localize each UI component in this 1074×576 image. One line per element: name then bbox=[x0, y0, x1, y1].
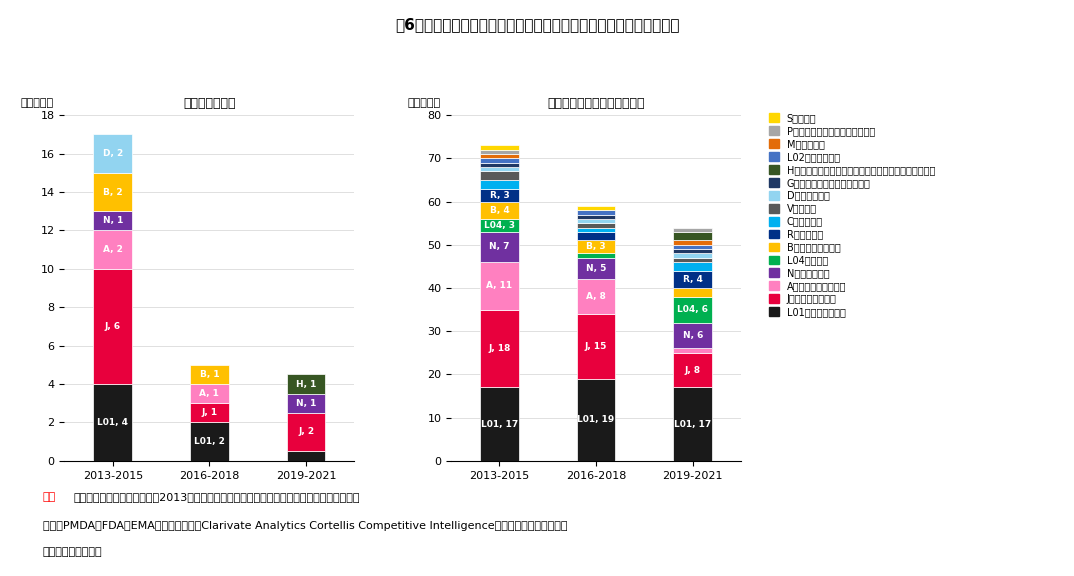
Bar bbox=[577, 206, 615, 210]
Bar bbox=[480, 146, 519, 150]
Text: 日米欧２極以上で承認され、2013年以降にいずれかの審査機関で初めて承認を受けた品目。: 日米欧２極以上で承認され、2013年以降にいずれかの審査機関で初めて承認を受けた… bbox=[73, 492, 360, 502]
Text: 出所：PMDA、FDA、EMAの各公開情報、Clarivate Analytics Cortellis Competitive Intelligenceをもとに: 出所：PMDA、FDA、EMAの各公開情報、Clarivate Analytic… bbox=[43, 521, 567, 531]
Bar bbox=[577, 215, 615, 219]
Text: N, 6: N, 6 bbox=[683, 331, 702, 340]
Bar bbox=[93, 134, 132, 173]
Text: J, 2: J, 2 bbox=[297, 427, 315, 437]
Text: N, 7: N, 7 bbox=[489, 242, 510, 252]
Bar bbox=[93, 384, 132, 461]
Bar bbox=[673, 245, 712, 249]
Bar bbox=[480, 172, 519, 180]
Bar bbox=[287, 374, 325, 393]
Bar bbox=[480, 150, 519, 154]
Text: J, 15: J, 15 bbox=[585, 342, 607, 351]
Bar bbox=[673, 241, 712, 245]
Bar bbox=[577, 379, 615, 461]
Text: B, 1: B, 1 bbox=[200, 370, 219, 379]
Bar bbox=[673, 353, 712, 388]
Text: J, 6: J, 6 bbox=[104, 322, 121, 331]
Bar bbox=[673, 348, 712, 353]
Bar bbox=[480, 232, 519, 262]
Bar bbox=[190, 365, 229, 384]
Title: 日本（低分子）: 日本（低分子） bbox=[184, 97, 235, 110]
Legend: S　感覚器, P　抗寄生虫薬、殺虫剤と防虫剤, M　筋骨格系, L02　内分泌療法, H　全身ホルモン製剤、性ホルモンとインスリンを除く, G　泌尿生殖器系と性: S 感覚器, P 抗寄生虫薬、殺虫剤と防虫剤, M 筋骨格系, L02 内分泌療… bbox=[769, 113, 935, 317]
Bar bbox=[93, 269, 132, 384]
Bar bbox=[190, 384, 229, 403]
Bar bbox=[480, 167, 519, 172]
Bar bbox=[190, 422, 229, 461]
Text: A, 8: A, 8 bbox=[586, 292, 606, 301]
Bar bbox=[480, 219, 519, 232]
Text: N, 1: N, 1 bbox=[103, 217, 122, 225]
Text: R, 3: R, 3 bbox=[490, 191, 509, 200]
Text: D, 2: D, 2 bbox=[103, 149, 122, 158]
Bar bbox=[287, 413, 325, 451]
Bar bbox=[577, 228, 615, 232]
Bar bbox=[577, 241, 615, 253]
Bar bbox=[93, 173, 132, 211]
Bar bbox=[577, 210, 615, 215]
Text: R, 4: R, 4 bbox=[683, 275, 702, 284]
Bar bbox=[673, 323, 712, 348]
Text: A, 2: A, 2 bbox=[103, 245, 122, 254]
Bar bbox=[480, 189, 519, 202]
Text: 究所にて作成: 究所にて作成 bbox=[43, 547, 103, 557]
Bar bbox=[577, 219, 615, 223]
Text: H, 1: H, 1 bbox=[296, 380, 316, 388]
Text: N, 5: N, 5 bbox=[586, 264, 606, 273]
Bar bbox=[577, 223, 615, 228]
Bar bbox=[480, 158, 519, 162]
Text: （品目数）: （品目数） bbox=[407, 98, 440, 108]
Bar bbox=[673, 262, 712, 271]
Text: A, 11: A, 11 bbox=[487, 281, 512, 290]
Bar bbox=[673, 232, 712, 241]
Bar bbox=[190, 403, 229, 422]
Text: 注：: 注： bbox=[43, 492, 56, 502]
Title: グローバル承認品（低分子）: グローバル承認品（低分子） bbox=[548, 97, 644, 110]
Text: L01, 17: L01, 17 bbox=[674, 419, 711, 429]
Text: B, 2: B, 2 bbox=[103, 188, 122, 196]
Bar bbox=[673, 249, 712, 253]
Bar bbox=[577, 253, 615, 258]
Bar bbox=[577, 232, 615, 241]
Text: J, 8: J, 8 bbox=[684, 366, 701, 374]
Bar bbox=[480, 310, 519, 388]
Text: N, 1: N, 1 bbox=[296, 399, 316, 408]
Text: L04, 3: L04, 3 bbox=[484, 221, 514, 230]
Bar bbox=[480, 154, 519, 158]
Text: A, 1: A, 1 bbox=[200, 389, 219, 398]
Text: L01, 4: L01, 4 bbox=[98, 418, 128, 427]
Bar bbox=[673, 253, 712, 258]
Bar bbox=[480, 163, 519, 167]
Bar bbox=[93, 230, 132, 269]
Text: B, 3: B, 3 bbox=[586, 242, 606, 252]
Bar bbox=[577, 314, 615, 379]
Bar bbox=[673, 228, 712, 232]
Bar bbox=[480, 388, 519, 461]
Text: B, 4: B, 4 bbox=[490, 206, 509, 215]
Bar bbox=[287, 393, 325, 413]
Bar bbox=[480, 180, 519, 189]
Bar bbox=[673, 388, 712, 461]
Bar bbox=[480, 202, 519, 219]
Text: L01, 19: L01, 19 bbox=[578, 415, 614, 425]
Text: J, 18: J, 18 bbox=[489, 344, 510, 353]
Text: L01, 17: L01, 17 bbox=[481, 419, 518, 429]
Bar bbox=[480, 262, 519, 310]
Text: J, 1: J, 1 bbox=[201, 408, 218, 417]
Text: L04, 6: L04, 6 bbox=[678, 305, 708, 314]
Bar bbox=[577, 279, 615, 314]
Bar bbox=[673, 297, 712, 323]
Bar bbox=[287, 451, 325, 461]
Bar bbox=[673, 271, 712, 288]
Bar bbox=[93, 211, 132, 230]
Text: L01, 2: L01, 2 bbox=[194, 437, 224, 446]
Text: （品目数）: （品目数） bbox=[20, 98, 54, 108]
Text: 図6　疾患薬別分類年次推移（低分子薬品目数；日本、グローバル）: 図6 疾患薬別分類年次推移（低分子薬品目数；日本、グローバル） bbox=[395, 17, 679, 32]
Bar bbox=[673, 288, 712, 297]
Bar bbox=[577, 258, 615, 279]
Bar bbox=[673, 258, 712, 262]
